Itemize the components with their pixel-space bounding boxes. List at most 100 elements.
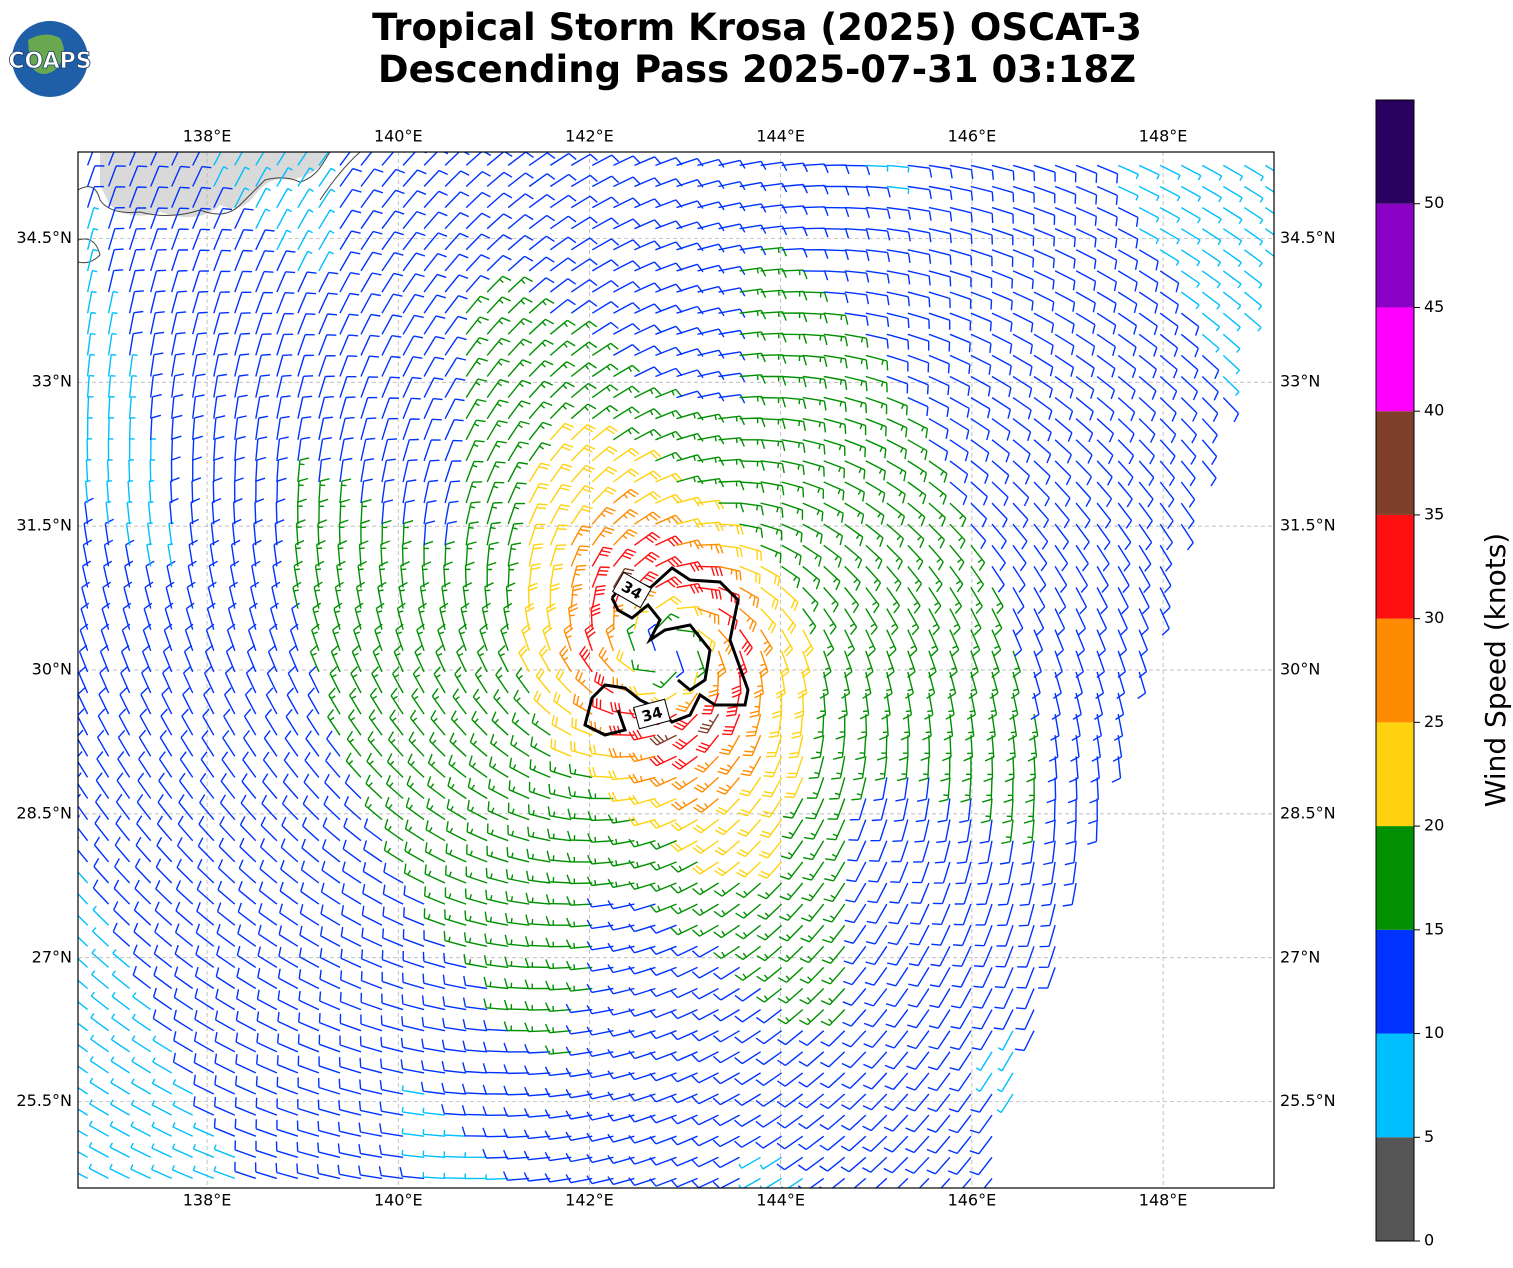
wind-barb <box>865 945 888 966</box>
wind-barb <box>109 1142 130 1158</box>
wind-barb <box>544 1130 572 1140</box>
wind-barb <box>461 1105 488 1116</box>
wind-barb <box>791 714 804 739</box>
wind-barb <box>1015 1009 1035 1031</box>
wind-barb <box>549 483 572 504</box>
wind-barb <box>844 903 867 924</box>
wind-barb <box>844 291 870 305</box>
wind-barb <box>1012 650 1021 678</box>
wind-barb <box>991 228 1014 246</box>
wind-barb <box>339 396 356 419</box>
wind-barb <box>367 731 383 757</box>
wind-barb <box>1033 523 1049 550</box>
wind-barb <box>417 602 427 630</box>
wind-barb <box>150 207 168 229</box>
wind-barb <box>676 179 704 188</box>
wind-barb <box>735 861 762 878</box>
wind-barb <box>1201 439 1218 465</box>
wind-barb <box>1014 1030 1035 1052</box>
wind-barb <box>508 780 530 800</box>
wind-barb <box>528 360 554 377</box>
wind-barb <box>257 924 278 947</box>
wind-barb <box>1096 544 1110 572</box>
wind-barb <box>777 1072 804 1087</box>
wind-barb <box>781 502 804 520</box>
wind-barb <box>302 795 320 821</box>
wind-barb <box>943 714 954 741</box>
wind-barb <box>588 766 614 779</box>
wind-barb <box>655 555 683 568</box>
wind-barb <box>991 354 1012 376</box>
wind-barb <box>823 185 850 196</box>
wind-barb <box>128 417 136 440</box>
wind-barb <box>695 734 720 754</box>
colorbar-tick-label: 0 <box>1424 1231 1434 1250</box>
wind-barb <box>150 393 162 419</box>
wind-barb <box>113 901 131 926</box>
wind-barb <box>777 987 804 1004</box>
wind-barb <box>339 209 362 230</box>
wind-barb <box>341 861 362 884</box>
wind-barb <box>1012 312 1034 333</box>
wind-barb <box>589 744 614 757</box>
wind-barb <box>844 587 860 614</box>
wind-barb <box>349 687 362 715</box>
wind-barb <box>529 759 551 779</box>
wind-barb <box>255 394 270 419</box>
wind-barb <box>444 315 468 335</box>
wind-barb <box>697 607 720 625</box>
wind-barb <box>692 861 719 875</box>
wind-barb <box>1012 270 1034 290</box>
wind-barb <box>691 1008 719 1021</box>
wind-barb <box>841 1093 867 1110</box>
wind-barb <box>276 208 292 230</box>
wind-barb <box>483 1020 509 1032</box>
wind-barb <box>778 945 804 963</box>
wind-barb <box>504 956 530 969</box>
wind-barb <box>549 340 576 356</box>
wind-barb <box>333 602 343 630</box>
wind-barb <box>977 861 993 885</box>
wind-barb <box>465 357 488 377</box>
wind-barb <box>571 717 593 736</box>
wind-barb <box>318 1013 341 1032</box>
wind-barb <box>772 692 783 719</box>
wind-barb <box>165 581 175 609</box>
wind-barb <box>820 1009 846 1027</box>
wind-barb <box>400 561 410 588</box>
wind-barb <box>1033 291 1055 312</box>
wind-barb <box>1180 397 1198 422</box>
wind-barb <box>1180 439 1197 465</box>
wind-barb <box>676 454 704 463</box>
wind-barb <box>486 420 508 441</box>
wind-barb <box>95 772 110 799</box>
wind-barb <box>951 967 972 988</box>
wind-barb <box>712 1114 740 1127</box>
wind-barb <box>1026 756 1036 783</box>
wind-barb <box>1117 397 1136 422</box>
wind-barb <box>545 959 572 970</box>
wind-barb <box>1045 798 1056 824</box>
wind-barb <box>1096 629 1107 657</box>
wind-barb <box>908 945 930 967</box>
wind-barb <box>150 152 158 166</box>
wind-barb <box>171 332 186 356</box>
wind-barb <box>257 968 278 990</box>
wind-barb <box>444 439 463 462</box>
wind-barb <box>954 882 972 905</box>
wind-barb <box>739 565 761 585</box>
wind-barb <box>444 520 457 546</box>
wind-barb <box>109 1120 130 1137</box>
wind-barb <box>252 539 262 567</box>
wind-barb <box>524 1065 551 1076</box>
wind-barb <box>171 352 185 377</box>
wind-barb <box>318 437 333 462</box>
wind-barb <box>78 870 89 884</box>
wind-barb <box>327 708 341 736</box>
wind-barb <box>949 185 974 201</box>
wind-barb <box>613 323 641 335</box>
wind-barb <box>755 1051 783 1066</box>
wind-barb <box>844 608 858 636</box>
wind-barb <box>570 525 592 546</box>
wind-barb <box>426 798 446 821</box>
